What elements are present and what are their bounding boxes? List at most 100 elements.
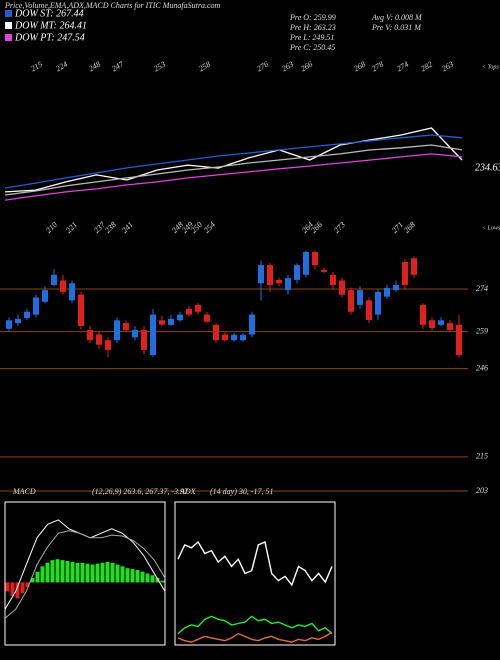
- histogram-bar: [15, 582, 20, 599]
- candle-body: [6, 320, 12, 329]
- top-label: 263: [280, 60, 295, 74]
- histogram-bar: [130, 569, 135, 583]
- histogram-bar: [140, 571, 145, 583]
- histogram-bar: [35, 571, 40, 583]
- histogram-bar: [50, 560, 55, 583]
- price-level-label: 203: [476, 486, 488, 495]
- panel-params: (12,26,9) 263.6, 267.37, -3.97: [92, 487, 189, 496]
- histogram-bar: [125, 568, 130, 583]
- candle-body: [393, 285, 399, 291]
- panel-name: MACD: [12, 487, 36, 496]
- top-label: 278: [370, 60, 385, 74]
- candle-body: [330, 274, 336, 285]
- histogram-bar: [40, 566, 45, 583]
- low-label: 268: [402, 220, 417, 235]
- candle-body: [312, 251, 318, 266]
- candle-body: [105, 340, 111, 350]
- info-text: Pre H: 263.23: [289, 23, 336, 32]
- legend-label: DOW ST: 267.44: [14, 8, 84, 19]
- low-label: 210: [44, 220, 59, 235]
- candle-body: [249, 314, 255, 335]
- histogram-bar: [70, 561, 75, 583]
- candle-body: [339, 280, 345, 295]
- series-line: [4, 144, 463, 196]
- histogram-bar: [5, 582, 10, 592]
- top-label: 282: [419, 60, 434, 74]
- legend-label: DOW PT: 247.54: [14, 32, 85, 43]
- info-text: Avg V: 0.008 M: [371, 13, 423, 22]
- series-line: [4, 519, 166, 610]
- series-line: [4, 127, 463, 193]
- candle-body: [276, 279, 282, 284]
- candle-body: [87, 329, 93, 341]
- tops-marker: < Tops: [482, 64, 499, 70]
- histogram-bar: [25, 582, 30, 587]
- candle-body: [384, 287, 390, 297]
- histogram-bar: [145, 573, 150, 583]
- candle-body: [159, 320, 165, 325]
- histogram-bar: [150, 575, 155, 583]
- candle-body: [204, 314, 210, 322]
- top-label: 253: [152, 60, 167, 74]
- top-label: 258: [197, 60, 212, 74]
- candle-body: [186, 308, 192, 315]
- price-level-label: 274: [476, 284, 488, 293]
- histogram-bar: [60, 560, 65, 583]
- histogram-bar: [85, 563, 90, 583]
- top-label: 224: [54, 60, 69, 74]
- series-line: [4, 153, 463, 201]
- candle-body: [375, 291, 381, 315]
- histogram-bar: [10, 582, 15, 596]
- info-text: Pre C: 250.45: [289, 43, 335, 52]
- price-level-label: 246: [476, 363, 488, 372]
- legend-swatch: [5, 34, 12, 41]
- candle-body: [348, 290, 354, 312]
- candle-body: [222, 334, 228, 341]
- series-line: [177, 540, 333, 587]
- candle-body: [78, 294, 84, 326]
- candle-body: [24, 311, 30, 319]
- candle-body: [429, 320, 435, 328]
- low-label: 250: [189, 220, 204, 235]
- histogram-bar: [65, 560, 70, 583]
- page-title: Price,Volume,EMA,ADX,MACD Charts for ITI…: [4, 1, 221, 10]
- candle-body: [33, 297, 39, 315]
- candle-body: [357, 290, 363, 305]
- candle-body: [42, 290, 48, 302]
- top-label: 266: [299, 60, 314, 74]
- candle-body: [60, 280, 66, 292]
- histogram-bar: [55, 559, 60, 583]
- panel: [4, 501, 166, 646]
- histogram-bar: [110, 562, 115, 583]
- histogram-bar: [80, 562, 85, 583]
- info-text: Pre V: 0.031 M: [371, 23, 422, 32]
- price-level-label: 215: [476, 452, 488, 461]
- histogram-bar: [90, 564, 95, 583]
- panel-params: (14 day) 30, -17, 51: [210, 487, 274, 496]
- candle-body: [240, 334, 246, 341]
- histogram-bar: [160, 580, 165, 583]
- lows-marker: < Lows: [482, 225, 500, 231]
- candle-body: [294, 265, 300, 280]
- price-level-label: 259: [476, 326, 488, 335]
- candle-body: [366, 300, 372, 320]
- series-line: [4, 134, 463, 189]
- histogram-bar: [45, 562, 50, 583]
- histogram-bar: [120, 566, 125, 583]
- histogram-bar: [155, 577, 160, 583]
- histogram-bar: [30, 577, 35, 583]
- top-label: 268: [352, 60, 367, 74]
- candle-body: [411, 258, 417, 275]
- candle-body: [456, 324, 462, 355]
- legend-swatch: [5, 22, 12, 29]
- histogram-bar: [20, 582, 25, 594]
- candle-body: [285, 278, 291, 291]
- candle-body: [69, 283, 75, 301]
- candle-body: [177, 314, 183, 321]
- top-label: 274: [395, 60, 410, 74]
- top-label: 276: [255, 60, 270, 74]
- low-label: 266: [309, 220, 324, 235]
- candle-body: [141, 329, 147, 350]
- info-text: Pre L: 249.51: [289, 33, 334, 42]
